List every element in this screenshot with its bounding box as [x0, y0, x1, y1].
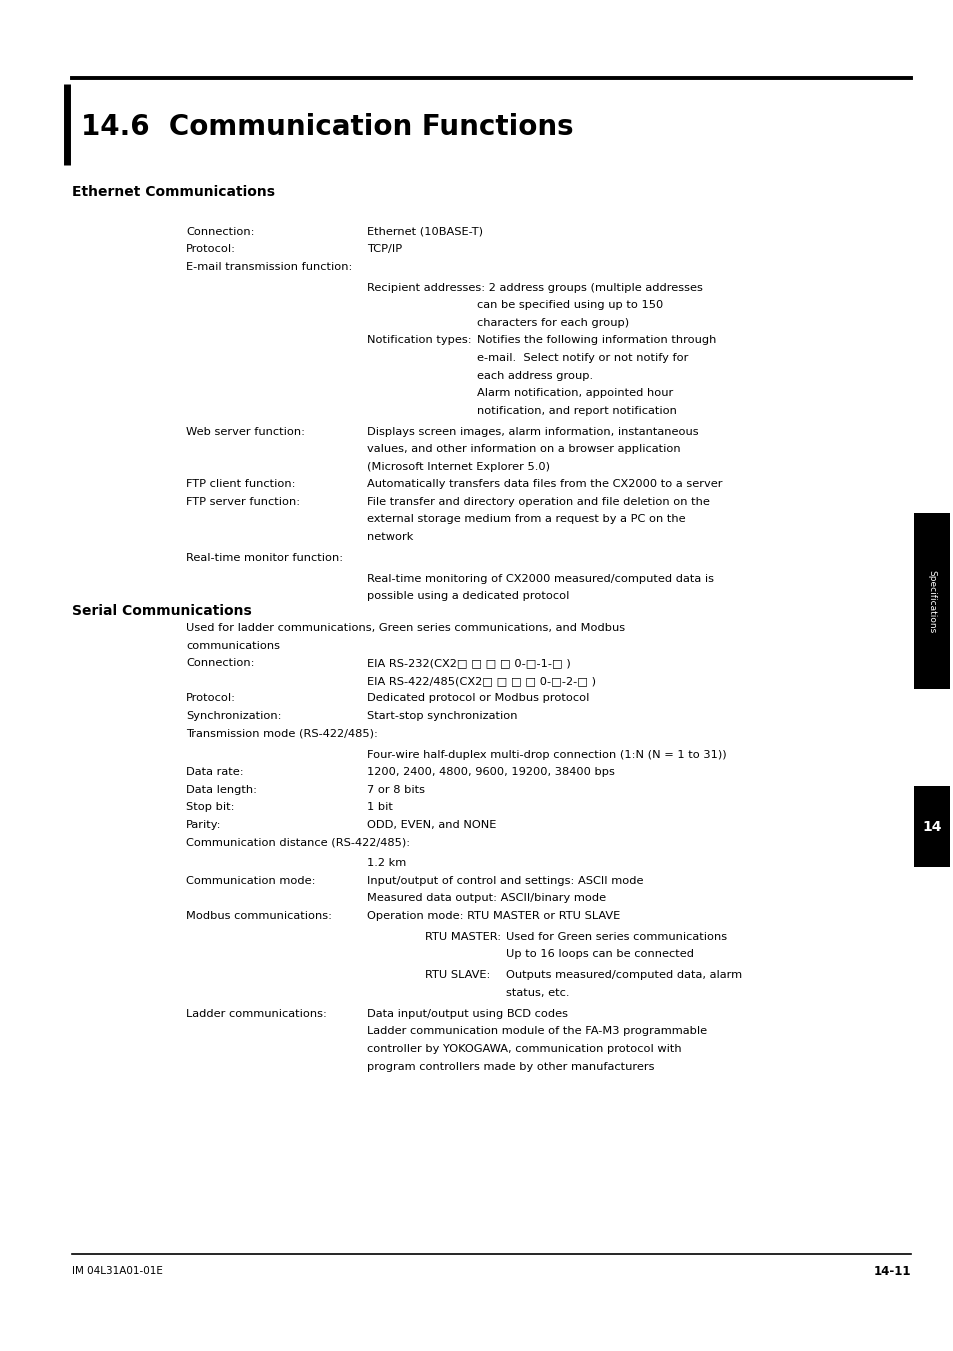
- Text: Up to 16 loops can be connected: Up to 16 loops can be connected: [505, 950, 693, 959]
- Text: Start-stop synchronization: Start-stop synchronization: [367, 711, 517, 721]
- Text: can be specified using up to 150: can be specified using up to 150: [476, 300, 662, 311]
- Text: Data input/output using BCD codes: Data input/output using BCD codes: [367, 1009, 568, 1019]
- Text: Outputs measured/computed data, alarm: Outputs measured/computed data, alarm: [505, 970, 741, 981]
- Text: 7 or 8 bits: 7 or 8 bits: [367, 785, 425, 794]
- Text: Real-time monitoring of CX2000 measured/computed data is: Real-time monitoring of CX2000 measured/…: [367, 574, 714, 584]
- Text: Recipient addresses: 2 address groups (multiple addresses: Recipient addresses: 2 address groups (m…: [367, 282, 702, 293]
- Text: Displays screen images, alarm information, instantaneous: Displays screen images, alarm informatio…: [367, 427, 699, 436]
- Text: 14.6  Communication Functions: 14.6 Communication Functions: [81, 113, 573, 141]
- Text: Notification types:: Notification types:: [367, 335, 472, 346]
- Text: ODD, EVEN, and NONE: ODD, EVEN, and NONE: [367, 820, 497, 830]
- Text: Input/output of control and settings: ASCII mode: Input/output of control and settings: AS…: [367, 875, 643, 886]
- Text: Automatically transfers data files from the CX2000 to a server: Automatically transfers data files from …: [367, 480, 722, 489]
- Text: Modbus communications:: Modbus communications:: [186, 911, 332, 921]
- Text: Four-wire half-duplex multi-drop connection (1:N (N = 1 to 31)): Four-wire half-duplex multi-drop connect…: [367, 750, 726, 759]
- Text: Real-time monitor function:: Real-time monitor function:: [186, 553, 343, 563]
- Text: Protocol:: Protocol:: [186, 245, 235, 254]
- Text: notification, and report notification: notification, and report notification: [476, 405, 677, 416]
- Text: RTU MASTER:: RTU MASTER:: [424, 932, 500, 942]
- Text: external storage medium from a request by a PC on the: external storage medium from a request b…: [367, 515, 685, 524]
- Text: Ladder communication module of the FA-M3 programmable: Ladder communication module of the FA-M3…: [367, 1027, 707, 1036]
- Text: 14-11: 14-11: [873, 1265, 910, 1278]
- Text: FTP server function:: FTP server function:: [186, 497, 300, 507]
- Text: IM 04L31A01-01E: IM 04L31A01-01E: [71, 1266, 162, 1277]
- Text: RTU SLAVE:: RTU SLAVE:: [424, 970, 490, 981]
- Text: controller by YOKOGAWA, communication protocol with: controller by YOKOGAWA, communication pr…: [367, 1044, 681, 1054]
- Text: Parity:: Parity:: [186, 820, 221, 830]
- Text: Data rate:: Data rate:: [186, 767, 243, 777]
- Text: Dedicated protocol or Modbus protocol: Dedicated protocol or Modbus protocol: [367, 693, 589, 704]
- Text: network: network: [367, 532, 414, 542]
- Text: Operation mode: RTU MASTER or RTU SLAVE: Operation mode: RTU MASTER or RTU SLAVE: [367, 911, 619, 921]
- Text: Data length:: Data length:: [186, 785, 256, 794]
- Text: Used for ladder communications, Green series communications, and Modbus: Used for ladder communications, Green se…: [186, 623, 624, 634]
- Text: status, etc.: status, etc.: [505, 988, 569, 998]
- Text: Transmission mode (RS-422/485):: Transmission mode (RS-422/485):: [186, 728, 377, 739]
- Text: Web server function:: Web server function:: [186, 427, 305, 436]
- Text: 1 bit: 1 bit: [367, 802, 393, 812]
- FancyBboxPatch shape: [913, 786, 949, 867]
- Text: Communication distance (RS-422/485):: Communication distance (RS-422/485):: [186, 838, 410, 847]
- Text: Protocol:: Protocol:: [186, 693, 235, 704]
- Text: Notifies the following information through: Notifies the following information throu…: [476, 335, 716, 346]
- Text: Connection:: Connection:: [186, 658, 254, 669]
- Text: 1.2 km: 1.2 km: [367, 858, 406, 869]
- Text: TCP/IP: TCP/IP: [367, 245, 402, 254]
- Text: Synchronization:: Synchronization:: [186, 711, 281, 721]
- Text: Stop bit:: Stop bit:: [186, 802, 234, 812]
- Text: communications: communications: [186, 640, 280, 651]
- Text: 14: 14: [922, 820, 941, 834]
- Text: values, and other information on a browser application: values, and other information on a brows…: [367, 444, 680, 454]
- Text: Ladder communications:: Ladder communications:: [186, 1009, 327, 1019]
- Text: possible using a dedicated protocol: possible using a dedicated protocol: [367, 592, 569, 601]
- Text: EIA RS-422/485(CX2□ □ □ □ 0-□-2-□ ): EIA RS-422/485(CX2□ □ □ □ 0-□-2-□ ): [367, 676, 596, 686]
- Text: program controllers made by other manufacturers: program controllers made by other manufa…: [367, 1062, 654, 1071]
- Text: (Microsoft Internet Explorer 5.0): (Microsoft Internet Explorer 5.0): [367, 462, 550, 471]
- Text: Measured data output: ASCII/binary mode: Measured data output: ASCII/binary mode: [367, 893, 606, 904]
- Text: Ethernet Communications: Ethernet Communications: [71, 185, 274, 199]
- Text: e-mail.  Select notify or not notify for: e-mail. Select notify or not notify for: [476, 353, 688, 363]
- FancyBboxPatch shape: [913, 513, 949, 689]
- Text: Ethernet (10BASE-T): Ethernet (10BASE-T): [367, 227, 483, 236]
- Text: File transfer and directory operation and file deletion on the: File transfer and directory operation an…: [367, 497, 709, 507]
- Text: Serial Communications: Serial Communications: [71, 604, 251, 617]
- Text: Connection:: Connection:: [186, 227, 254, 236]
- Text: FTP client function:: FTP client function:: [186, 480, 295, 489]
- Text: each address group.: each address group.: [476, 370, 593, 381]
- Text: Specifications: Specifications: [926, 570, 936, 632]
- Text: Communication mode:: Communication mode:: [186, 875, 315, 886]
- Text: Used for Green series communications: Used for Green series communications: [505, 932, 726, 942]
- Text: 1200, 2400, 4800, 9600, 19200, 38400 bps: 1200, 2400, 4800, 9600, 19200, 38400 bps: [367, 767, 615, 777]
- Text: Alarm notification, appointed hour: Alarm notification, appointed hour: [476, 388, 673, 399]
- Text: characters for each group): characters for each group): [476, 317, 628, 328]
- Text: EIA RS-232(CX2□ □ □ □ 0-□-1-□ ): EIA RS-232(CX2□ □ □ □ 0-□-1-□ ): [367, 658, 571, 669]
- Text: E-mail transmission function:: E-mail transmission function:: [186, 262, 352, 272]
